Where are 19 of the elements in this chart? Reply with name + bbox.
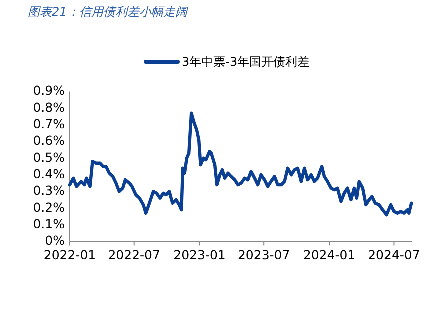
y-tick-label: 0.7% [33, 116, 66, 132]
y-tick-label: 0.6% [33, 133, 66, 148]
x-tick-label: 2022-07 [108, 248, 160, 263]
x-tick-label: 2023-01 [174, 248, 226, 263]
line-series [68, 112, 414, 217]
x-tick-label: 2024-01 [303, 248, 356, 263]
y-tick-label: 0.5% [33, 150, 66, 165]
y-tick-label: 0.3% [33, 183, 66, 198]
x-tick-label: 2024-07 [368, 248, 420, 263]
x-tick-label: 2023-07 [238, 248, 290, 263]
y-tick-label: 0.4% [33, 166, 66, 182]
chart-title: 图表21：信用债利差小幅走阔 [28, 5, 190, 19]
x-tick-label: 2022-01 [44, 248, 96, 263]
y-tick-label: 0.8% [33, 100, 66, 115]
legend-label: 3年中票-3年国开债利差 [182, 55, 310, 69]
y-tick-label: 0.2% [33, 200, 66, 215]
y-tick-label: 0% [45, 233, 66, 248]
y-tick-label: 0.1% [33, 216, 66, 232]
y-tick-label: 0.9% [33, 83, 66, 98]
